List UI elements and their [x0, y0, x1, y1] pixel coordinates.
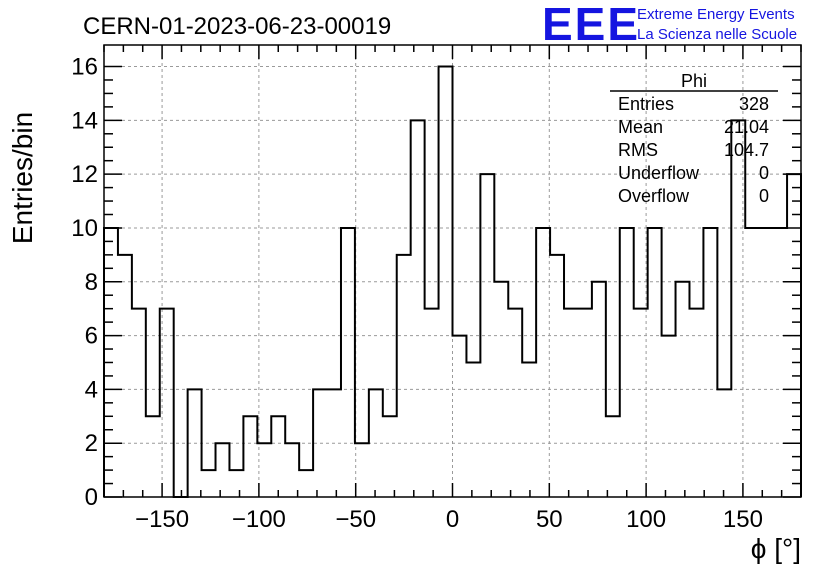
y-tick-label: 4: [85, 376, 98, 403]
logo-mark: EEE: [542, 0, 640, 50]
x-tick-label: −100: [232, 506, 286, 533]
stats-label: Entries: [618, 94, 674, 114]
stats-value: 0: [759, 186, 769, 206]
stats-value: 104.7: [724, 140, 769, 160]
logo-line2: La Scienza nelle Scuole: [637, 26, 797, 43]
y-tick-label: 0: [85, 484, 98, 511]
x-tick-label: 100: [626, 506, 666, 533]
stats-value: 328: [739, 94, 769, 114]
stats-label: Underflow: [618, 163, 700, 183]
stats-title: Phi: [681, 71, 707, 91]
y-tick-label: 2: [85, 430, 98, 457]
stats-label: RMS: [618, 140, 658, 160]
x-tick-labels: −150 −100 −50 0 50 100 150: [135, 506, 763, 533]
x-tick-label: −150: [135, 506, 189, 533]
y-tick-label: 6: [85, 323, 98, 350]
stats-box: Phi Entries 328 Mean 21.04 RMS 104.7 Underflow…: [610, 71, 778, 206]
y-tick-label: 14: [71, 107, 98, 134]
x-tick-label: 150: [723, 506, 763, 533]
x-tick-label: 50: [536, 506, 563, 533]
y-tick-label: 8: [85, 269, 98, 296]
histogram-outline: [103, 65, 802, 498]
x-tick-label: −50: [335, 506, 376, 533]
chart-title: CERN-01-2023-06-23-00019: [83, 13, 391, 40]
y-tick-label: 16: [71, 54, 98, 81]
x-tick-label: 0: [446, 506, 459, 533]
stats-value: 0: [759, 163, 769, 183]
y-tick-label: 12: [71, 161, 98, 188]
y-axis-title: Entries/bin: [7, 112, 38, 244]
stats-label: Overflow: [618, 186, 690, 206]
eee-logo: EEE Extreme Energy Events La Scienza nel…: [542, 0, 797, 50]
x-axis-title: ϕ [°]: [751, 533, 801, 564]
axis-ticks: [103, 45, 802, 498]
y-tick-label: 10: [71, 215, 98, 242]
stats-value: 21.04: [724, 117, 769, 137]
stats-rows: Entries 328 Mean 21.04 RMS 104.7 Underflow 0 Ove…: [618, 94, 769, 206]
y-tick-labels: 0 2 4 6 8 10 12 14 16: [71, 54, 98, 511]
stats-label: Mean: [618, 117, 663, 137]
logo-line1: Extreme Energy Events: [637, 6, 795, 23]
